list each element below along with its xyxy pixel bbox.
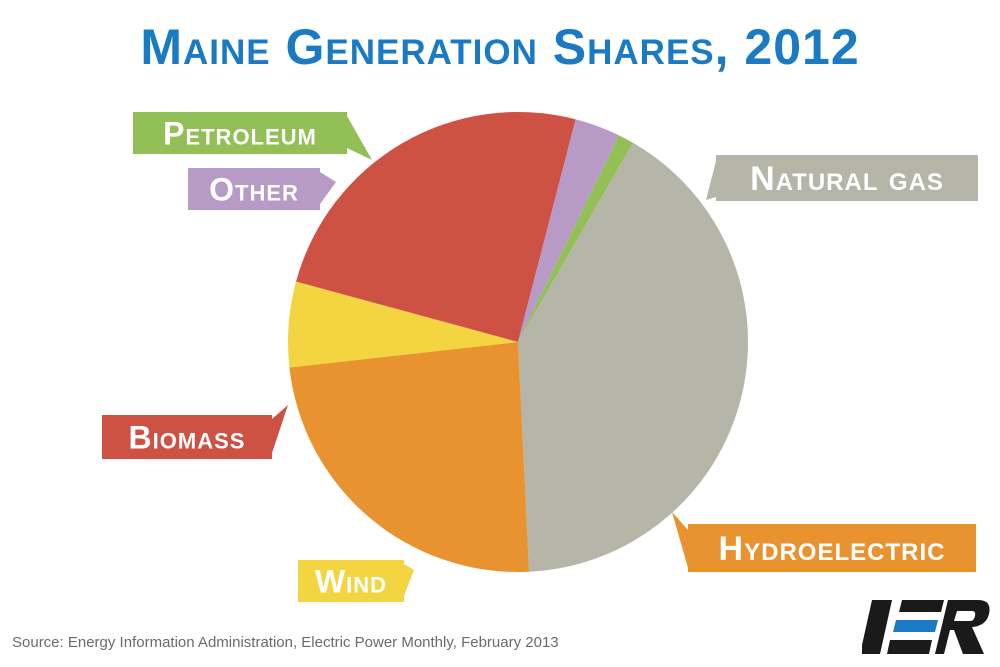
label-text: Natural gas (750, 160, 944, 198)
slice-labels: Natural gas Hydroelectric Wind Biomass Other… (102, 112, 978, 602)
label-biomass: Biomass (102, 405, 288, 459)
pie-slice-biomass (296, 112, 576, 342)
label-petroleum: Petroleum (133, 112, 372, 160)
label-text: Wind (315, 564, 387, 600)
label-text: Other (209, 172, 299, 208)
label-other: Other (188, 168, 336, 210)
pie-slice-hydroelectric (289, 342, 530, 572)
ier-logo (862, 600, 990, 654)
label-text: Hydroelectric (719, 530, 946, 568)
label-natural-gas: Natural gas (706, 155, 978, 201)
pie-slice-petroleum (518, 135, 633, 342)
pie-slice-wind (288, 281, 518, 368)
source-note: Source: Energy Information Administratio… (12, 634, 559, 651)
label-wind: Wind (298, 560, 414, 602)
label-text: Petroleum (163, 116, 317, 152)
chart-title: Maine Generation Shares, 2012 (140, 19, 860, 75)
pie-slice-natural-gas (518, 142, 748, 572)
pie-slices (288, 112, 748, 572)
label-hydroelectric: Hydroelectric (672, 512, 976, 572)
pie-slice-other (518, 119, 619, 342)
label-text: Biomass (129, 420, 246, 456)
